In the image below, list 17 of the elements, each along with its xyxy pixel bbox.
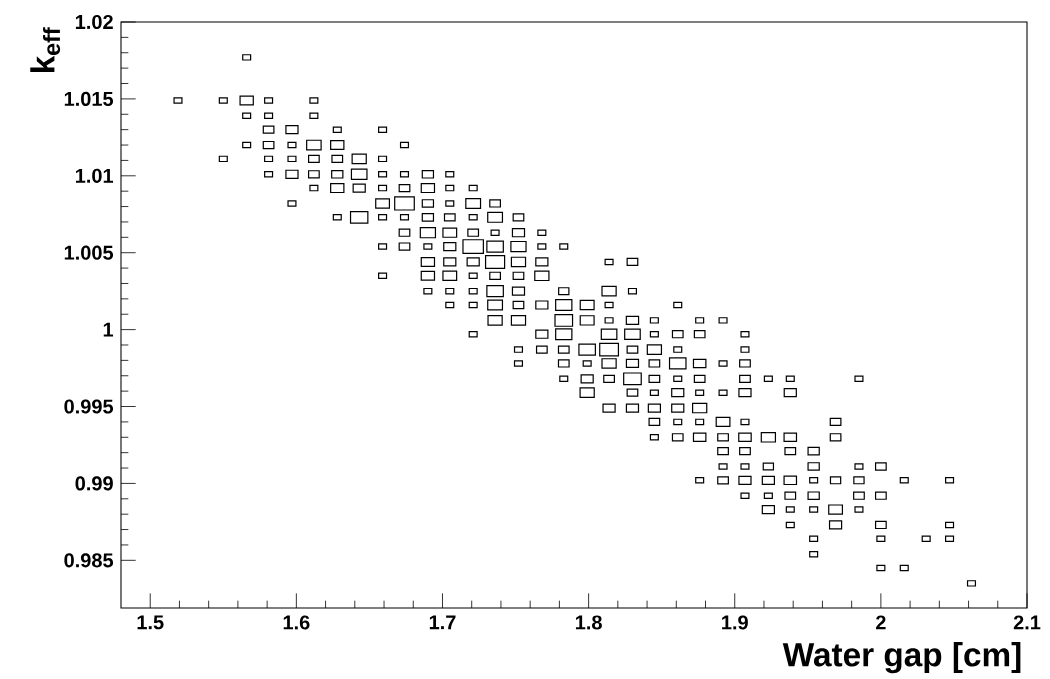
y-tick-label: 1 [103,322,114,337]
y-tick-label: 1.02 [75,14,113,30]
x-tick-label: 1.8 [575,615,602,630]
y-tick-label: 0.995 [64,399,114,414]
x-axis-title: Water gap [cm] [782,642,1021,674]
y-tick-label: 0.985 [64,553,114,568]
x-tick-label: 1.9 [722,615,748,630]
x-tick-label: 1.5 [137,615,164,630]
x-tick-label: 2 [876,615,886,630]
y-tick-label: 0.99 [75,476,113,491]
y-tick-label: 1.005 [64,245,114,260]
y-tick-label: 1.015 [64,91,114,106]
x-tick-label: 2.1 [1013,615,1041,630]
x-tick-label: 1.6 [283,615,310,630]
x-tick-label: 1.7 [429,615,456,630]
y-tick-label: 1.01 [75,168,114,183]
y-axis-title: k$_{eff}$ [30,27,61,73]
